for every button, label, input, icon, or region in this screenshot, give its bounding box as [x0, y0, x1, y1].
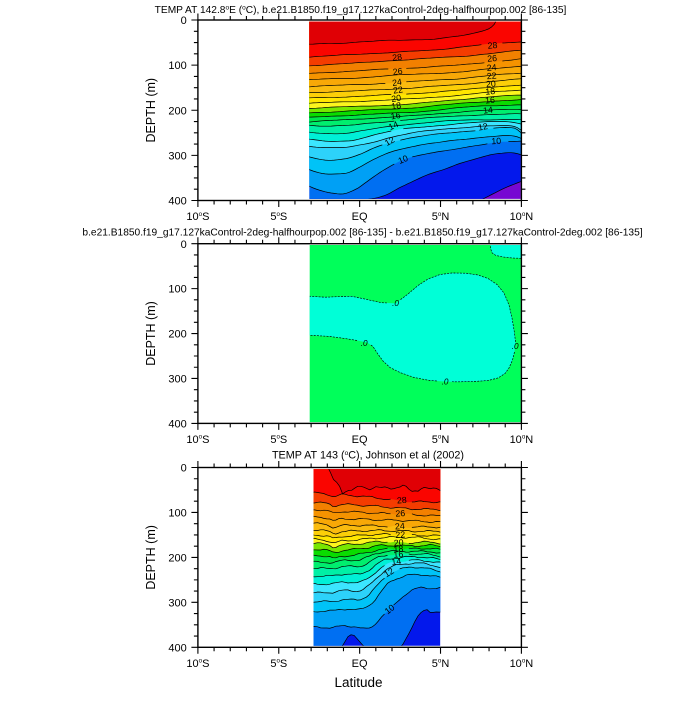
svg-text:TEMP AT 142.8oE (oC), b.e21.B1: TEMP AT 142.8oE (oC), b.e21.B1850.f19_g1…	[155, 5, 567, 16]
svg-text:24: 24	[391, 77, 402, 88]
svg-text:400: 400	[168, 196, 186, 208]
svg-text:18: 18	[391, 100, 402, 111]
svg-text:DEPTH (m): DEPTH (m)	[144, 525, 158, 590]
svg-text:14: 14	[482, 104, 493, 115]
svg-text:24: 24	[486, 62, 497, 73]
svg-text:0: 0	[181, 239, 187, 251]
svg-text:12: 12	[382, 566, 396, 580]
svg-text:20: 20	[391, 93, 402, 104]
svg-text:100: 100	[168, 60, 186, 72]
svg-text:300: 300	[168, 597, 186, 609]
svg-text:28: 28	[487, 40, 498, 51]
svg-text:16: 16	[390, 110, 401, 122]
svg-text:14: 14	[387, 119, 400, 132]
svg-text:16: 16	[393, 549, 404, 560]
svg-text:5oS: 5oS	[270, 658, 287, 670]
svg-text:10: 10	[397, 153, 410, 166]
svg-text:300: 300	[168, 374, 186, 386]
svg-text:22: 22	[395, 529, 406, 540]
svg-text:16: 16	[485, 95, 496, 106]
svg-text:12: 12	[383, 134, 397, 148]
svg-text:200: 200	[168, 553, 186, 565]
svg-text:EQ: EQ	[352, 211, 368, 223]
svg-text:20: 20	[393, 537, 404, 548]
svg-text:10oS: 10oS	[186, 658, 209, 670]
svg-text:DEPTH (m): DEPTH (m)	[144, 78, 158, 143]
svg-text:10oN: 10oN	[510, 211, 534, 223]
svg-text:10oS: 10oS	[186, 211, 209, 223]
svg-text:0: 0	[181, 15, 187, 27]
svg-text:400: 400	[168, 419, 186, 431]
svg-text:DEPTH (m): DEPTH (m)	[144, 301, 158, 366]
svg-text:EQ: EQ	[352, 434, 368, 446]
svg-text:10oN: 10oN	[510, 434, 534, 446]
svg-text:12: 12	[477, 121, 488, 133]
svg-text:b.e21.B1850.f19_g17.127kaContr: b.e21.B1850.f19_g17.127kaControl-2deg-ha…	[82, 228, 642, 239]
svg-text:5oN: 5oN	[432, 658, 450, 670]
svg-text:10: 10	[491, 136, 501, 147]
svg-text:10oS: 10oS	[186, 434, 209, 446]
svg-text:100: 100	[168, 508, 186, 520]
svg-text:.0: .0	[512, 342, 519, 351]
svg-text:22: 22	[392, 84, 403, 95]
svg-text:300: 300	[168, 151, 186, 163]
svg-text:EQ: EQ	[352, 658, 368, 670]
svg-text:.0: .0	[392, 299, 399, 308]
svg-text:20: 20	[486, 78, 497, 89]
svg-text:24: 24	[395, 521, 406, 532]
svg-text:.0: .0	[361, 339, 368, 348]
svg-text:5oN: 5oN	[432, 434, 450, 446]
svg-text:28: 28	[397, 495, 408, 506]
svg-text:26: 26	[392, 66, 403, 77]
svg-text:TEMP AT 143 (oC), Johnson et a: TEMP AT 143 (oC), Johnson et al (2002)	[272, 450, 464, 462]
svg-text:10oN: 10oN	[510, 658, 534, 670]
svg-text:5oS: 5oS	[270, 211, 287, 223]
svg-text:28: 28	[392, 52, 403, 63]
svg-text:400: 400	[168, 642, 186, 654]
svg-text:26: 26	[395, 508, 406, 519]
svg-text:100: 100	[168, 284, 186, 296]
svg-text:Latitude: Latitude	[334, 675, 382, 690]
svg-text:0: 0	[181, 463, 187, 475]
svg-text:5oS: 5oS	[270, 434, 287, 446]
svg-text:.0: .0	[442, 378, 449, 387]
svg-text:18: 18	[485, 86, 496, 97]
svg-text:26: 26	[487, 53, 498, 64]
svg-text:200: 200	[168, 329, 186, 341]
svg-text:14: 14	[391, 556, 402, 567]
svg-text:200: 200	[168, 105, 186, 117]
svg-text:18: 18	[393, 544, 404, 555]
svg-text:22: 22	[486, 70, 497, 81]
svg-text:5oN: 5oN	[432, 211, 450, 223]
